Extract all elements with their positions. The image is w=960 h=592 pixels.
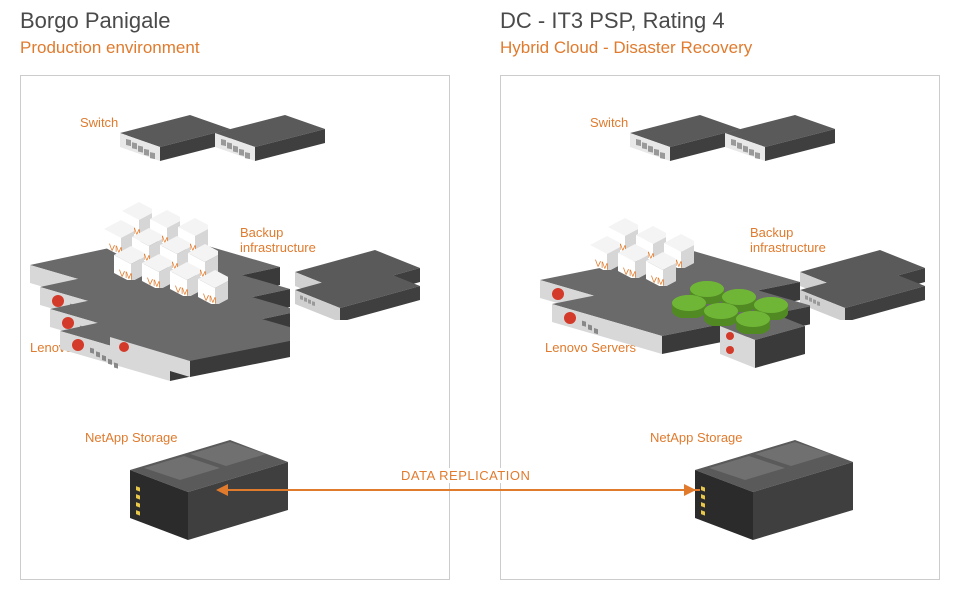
green-disk-icon (670, 294, 706, 318)
green-disk-icon (734, 310, 770, 334)
left-subtitle: Production environment (20, 38, 200, 58)
vm-cube-icon: VM (590, 236, 620, 270)
right-title: DC - IT3 PSP, Rating 4 (500, 8, 752, 34)
vm-cube-icon: VM (142, 254, 172, 288)
replication-label: DATA REPLICATION (395, 468, 536, 483)
left-switch-1-icon (120, 115, 230, 175)
right-subtitle: Hybrid Cloud - Disaster Recovery (500, 38, 752, 58)
vm-cube-icon: VM (114, 246, 144, 280)
right-switch-label: Switch (590, 115, 628, 130)
green-disk-icon (702, 302, 738, 326)
left-vm-cluster: VM VM VM VM VM VM VM VM VM VM VM (98, 202, 258, 292)
right-backup-servers-icon (800, 250, 930, 320)
left-switch-label: Switch (80, 115, 118, 130)
left-switch-2-icon (215, 115, 325, 175)
right-switch-2-icon (725, 115, 835, 175)
right-switch-1-icon (630, 115, 740, 175)
left-title: Borgo Panigale (20, 8, 200, 34)
vm-cube-icon: VM (198, 270, 228, 304)
vm-cube-icon: VM (618, 244, 648, 278)
left-backup-servers-icon (295, 250, 425, 320)
right-green-disks (670, 280, 800, 340)
vm-cube-icon: VM (170, 262, 200, 296)
